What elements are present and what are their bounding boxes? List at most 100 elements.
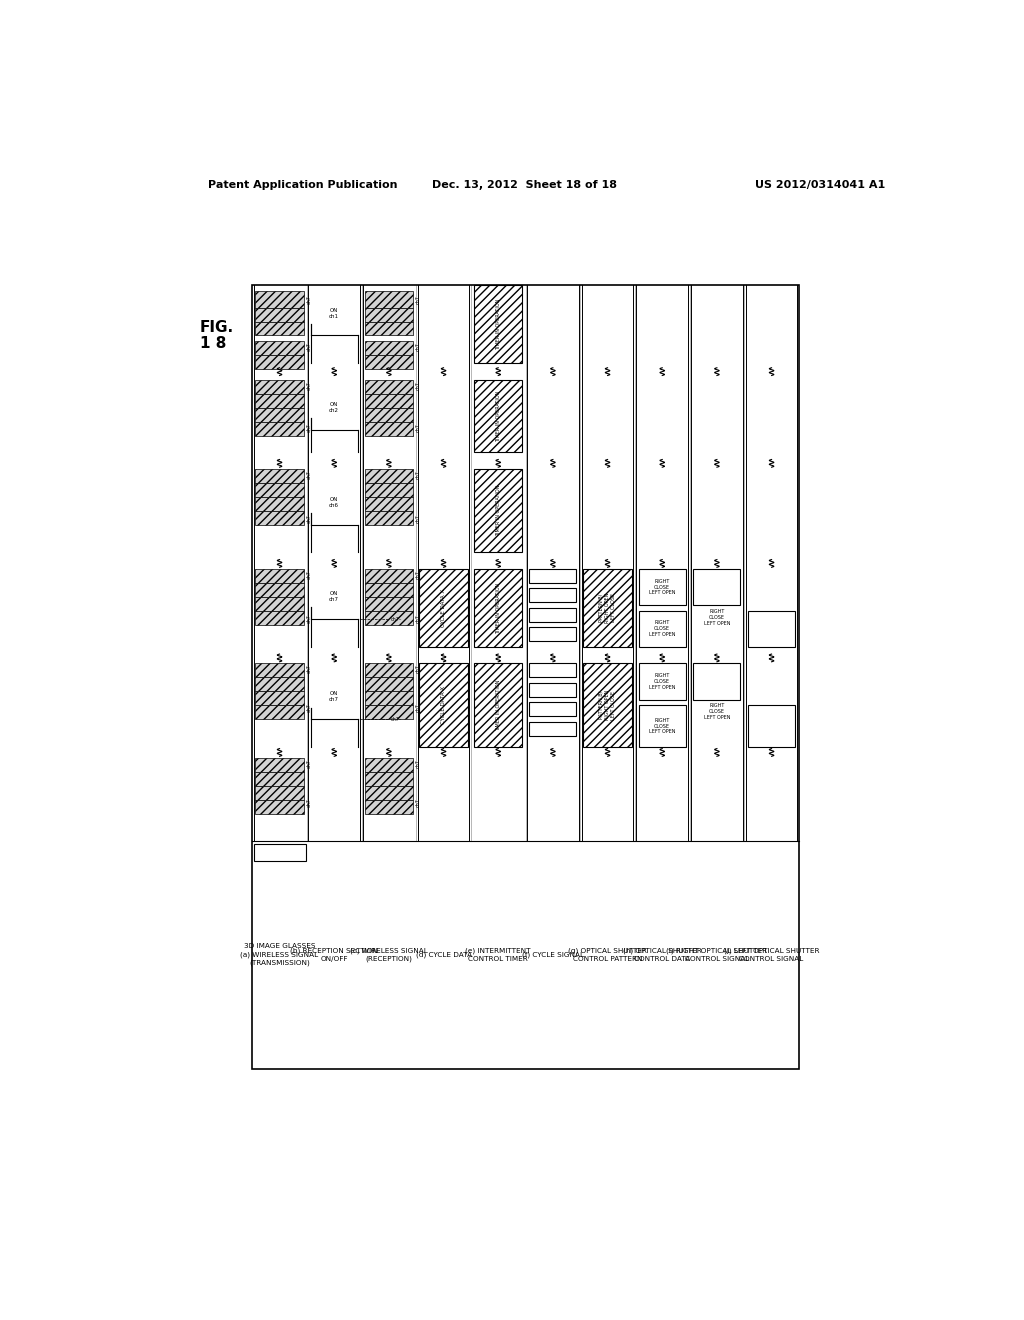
Text: PATTERN B/
RIGHT OPEN
LEFT CLOSE: PATTERN B/ RIGHT OPEN LEFT CLOSE xyxy=(599,690,616,721)
Bar xyxy=(255,800,304,813)
Text: ch7: ch7 xyxy=(307,664,312,673)
Bar xyxy=(529,722,577,735)
Bar xyxy=(639,611,686,647)
Bar xyxy=(365,469,413,483)
Bar xyxy=(255,705,304,719)
Bar xyxy=(365,664,413,677)
Text: RIGHT
CLOSE
LEFT OPEN: RIGHT CLOSE LEFT OPEN xyxy=(649,578,676,595)
Bar xyxy=(365,800,413,813)
Bar xyxy=(255,664,304,677)
Text: TIMER IN OPERATION: TIMER IN OPERATION xyxy=(496,298,501,350)
Text: RIGHT
CLOSE
LEFT OPEN: RIGHT CLOSE LEFT OPEN xyxy=(649,620,676,638)
Bar xyxy=(255,496,304,511)
Text: 3D IMAGE GLASSES
(a) WIRELESS SIGNAL
(TRANSMISSION): 3D IMAGE GLASSES (a) WIRELESS SIGNAL (TR… xyxy=(241,944,318,966)
Bar xyxy=(639,569,686,605)
Bar xyxy=(365,421,413,436)
Bar xyxy=(419,664,468,747)
Text: (g) OPTICAL SHUTTER
CONTROL PATTERN: (g) OPTICAL SHUTTER CONTROL PATTERN xyxy=(568,948,647,962)
Text: CYCLE DATA X: CYCLE DATA X xyxy=(441,686,446,725)
Text: TIMER IN OPERATION: TIMER IN OPERATION xyxy=(496,391,501,442)
Text: CYCLE DATA X: CYCLE DATA X xyxy=(441,589,446,627)
Bar xyxy=(474,469,522,552)
Text: (i) RIGHT OPTICAL SHUTTER
CONTROL SIGNAL: (i) RIGHT OPTICAL SHUTTER CONTROL SIGNAL xyxy=(667,948,767,962)
Bar xyxy=(529,569,577,583)
Bar xyxy=(365,692,413,705)
Text: 1 8: 1 8 xyxy=(200,335,226,351)
Text: ch7: ch7 xyxy=(307,515,312,524)
Bar xyxy=(693,664,740,700)
Text: ch7: ch7 xyxy=(307,799,312,807)
Text: ch7–: ch7– xyxy=(390,616,401,622)
Bar xyxy=(474,380,522,453)
Bar xyxy=(529,702,577,717)
Bar xyxy=(255,393,304,408)
Text: TIMER IN OPERATION: TIMER IN OPERATION xyxy=(496,680,501,731)
Bar xyxy=(584,569,632,647)
Text: PATTERN B/
RIGHT OPEN
LEFT CLOSE: PATTERN B/ RIGHT OPEN LEFT CLOSE xyxy=(599,593,616,623)
Text: ch7: ch7 xyxy=(307,615,312,623)
Bar xyxy=(474,285,522,363)
Bar xyxy=(255,692,304,705)
Text: ON
ch1: ON ch1 xyxy=(330,308,339,318)
Bar xyxy=(639,705,686,747)
Text: ON
ch7: ON ch7 xyxy=(330,692,339,702)
Text: ch7: ch7 xyxy=(416,342,421,351)
Bar xyxy=(365,705,413,719)
Text: ch7: ch7 xyxy=(307,422,312,432)
Text: (h) OPTICAL SHUTTER
CONTROL DATA: (h) OPTICAL SHUTTER CONTROL DATA xyxy=(623,948,701,962)
Text: FIG.: FIG. xyxy=(200,321,234,335)
Bar xyxy=(365,355,413,368)
Text: TIMER IN OPERATION: TIMER IN OPERATION xyxy=(496,582,501,634)
Bar xyxy=(749,705,795,747)
Text: ch7: ch7 xyxy=(416,570,421,579)
Text: TIMER IN OPERATION: TIMER IN OPERATION xyxy=(496,484,501,536)
Bar xyxy=(255,355,304,368)
Bar xyxy=(255,772,304,785)
Bar xyxy=(529,589,577,602)
Text: ch7: ch7 xyxy=(416,381,421,389)
Text: ch7: ch7 xyxy=(416,422,421,432)
Text: ON
ch7: ON ch7 xyxy=(330,591,339,602)
Bar xyxy=(255,597,304,611)
Bar xyxy=(365,677,413,692)
Bar xyxy=(365,290,413,308)
Text: ch7: ch7 xyxy=(416,664,421,673)
Bar xyxy=(639,664,686,700)
Bar xyxy=(255,483,304,496)
Text: ch7–: ch7– xyxy=(390,717,401,722)
Text: RIGHT
CLOSE
LEFT OPEN: RIGHT CLOSE LEFT OPEN xyxy=(649,718,676,734)
Bar xyxy=(365,785,413,800)
Text: RIGHT
CLOSE
LEFT OPEN: RIGHT CLOSE LEFT OPEN xyxy=(649,673,676,690)
Bar xyxy=(529,609,577,622)
Bar xyxy=(365,380,413,393)
Bar xyxy=(255,583,304,597)
Bar xyxy=(474,569,522,647)
Bar xyxy=(255,421,304,436)
Text: (j) LEFT OPTICAL SHUTTER
CONTROL SIGNAL: (j) LEFT OPTICAL SHUTTER CONTROL SIGNAL xyxy=(724,948,819,962)
Text: RIGHT
CLOSE
LEFT OPEN: RIGHT CLOSE LEFT OPEN xyxy=(703,609,730,626)
Bar xyxy=(365,393,413,408)
Bar xyxy=(252,285,799,1069)
Text: (e) INTERMITTENT
CONTROL TIMER: (e) INTERMITTENT CONTROL TIMER xyxy=(466,948,531,962)
Bar xyxy=(255,341,304,355)
Bar xyxy=(529,627,577,642)
Bar xyxy=(365,758,413,772)
Bar xyxy=(365,772,413,785)
Text: ch7: ch7 xyxy=(416,704,421,713)
Text: Dec. 13, 2012  Sheet 18 of 18: Dec. 13, 2012 Sheet 18 of 18 xyxy=(432,181,617,190)
Bar xyxy=(365,511,413,524)
Bar xyxy=(365,341,413,355)
Bar xyxy=(255,408,304,421)
Bar xyxy=(255,569,304,583)
Bar xyxy=(255,290,304,308)
Text: ch7: ch7 xyxy=(307,704,312,713)
Text: ch7: ch7 xyxy=(307,381,312,389)
Bar xyxy=(255,469,304,483)
Bar xyxy=(365,322,413,335)
Bar xyxy=(365,308,413,322)
Text: ch7: ch7 xyxy=(416,799,421,807)
Bar xyxy=(584,664,632,747)
Bar xyxy=(365,611,413,624)
Text: ch7: ch7 xyxy=(416,294,421,304)
Bar xyxy=(365,496,413,511)
